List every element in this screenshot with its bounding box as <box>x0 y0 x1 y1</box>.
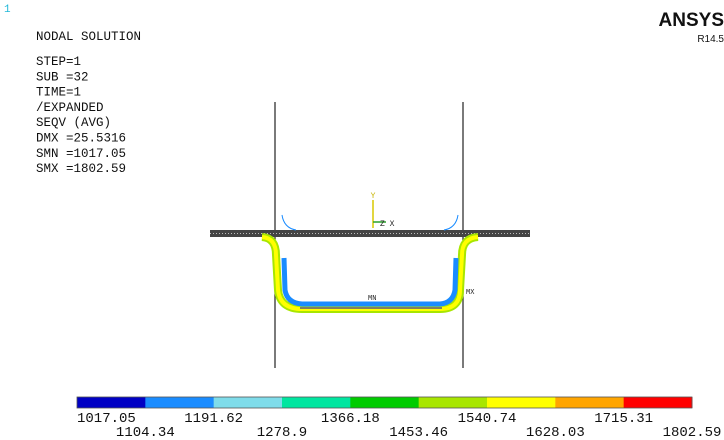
brand-version: R14.5 <box>697 34 724 45</box>
legend-band <box>555 397 624 408</box>
legend-band <box>77 397 146 408</box>
legend-label: 1104.34 <box>116 425 175 440</box>
legend-band <box>350 397 419 408</box>
brand-name: ANSYS <box>659 10 724 31</box>
info-line: SMX =1802.59 <box>36 162 126 176</box>
legend-band <box>419 397 488 408</box>
legend-label: 1453.46 <box>389 425 448 440</box>
min-marker: MN <box>368 295 376 303</box>
axis-zx-label: Z X <box>380 220 395 229</box>
legend-label: 1802.59 <box>663 425 722 440</box>
max-marker: MX <box>466 289 475 297</box>
legend-label: 1191.62 <box>184 411 243 427</box>
legend-label: 1715.31 <box>594 411 653 427</box>
info-line: TIME=1 <box>36 86 81 100</box>
legend-label: 1278.9 <box>257 425 307 440</box>
legend-band <box>282 397 351 408</box>
result-title: NODAL SOLUTION <box>36 30 141 44</box>
legend-band <box>145 397 214 408</box>
legend-band <box>624 397 693 408</box>
legend-band <box>214 397 283 408</box>
legend-band <box>487 397 556 408</box>
axis-y-label: Y <box>371 192 376 201</box>
info-line: SEQV (AVG) <box>36 116 111 130</box>
background <box>0 0 724 440</box>
page: 1 NODAL SOLUTION STEP=1SUB =32 TIME=1/EXP… <box>0 0 724 440</box>
info-line: SMN =1017.05 <box>36 147 126 161</box>
window-number: 1 <box>4 4 11 16</box>
info-line: /EXPANDED <box>36 101 104 115</box>
info-line: DMX =25.5316 <box>36 132 126 146</box>
legend-label: 1540.74 <box>458 411 517 427</box>
graphics-window: 1 NODAL SOLUTION STEP=1SUB =32 TIME=1/EXP… <box>0 0 724 440</box>
legend-label: 1628.03 <box>526 425 585 440</box>
info-line: SUB =32 <box>36 70 89 84</box>
legend-label: 1366.18 <box>321 411 380 427</box>
info-line: STEP=1 <box>36 55 81 69</box>
